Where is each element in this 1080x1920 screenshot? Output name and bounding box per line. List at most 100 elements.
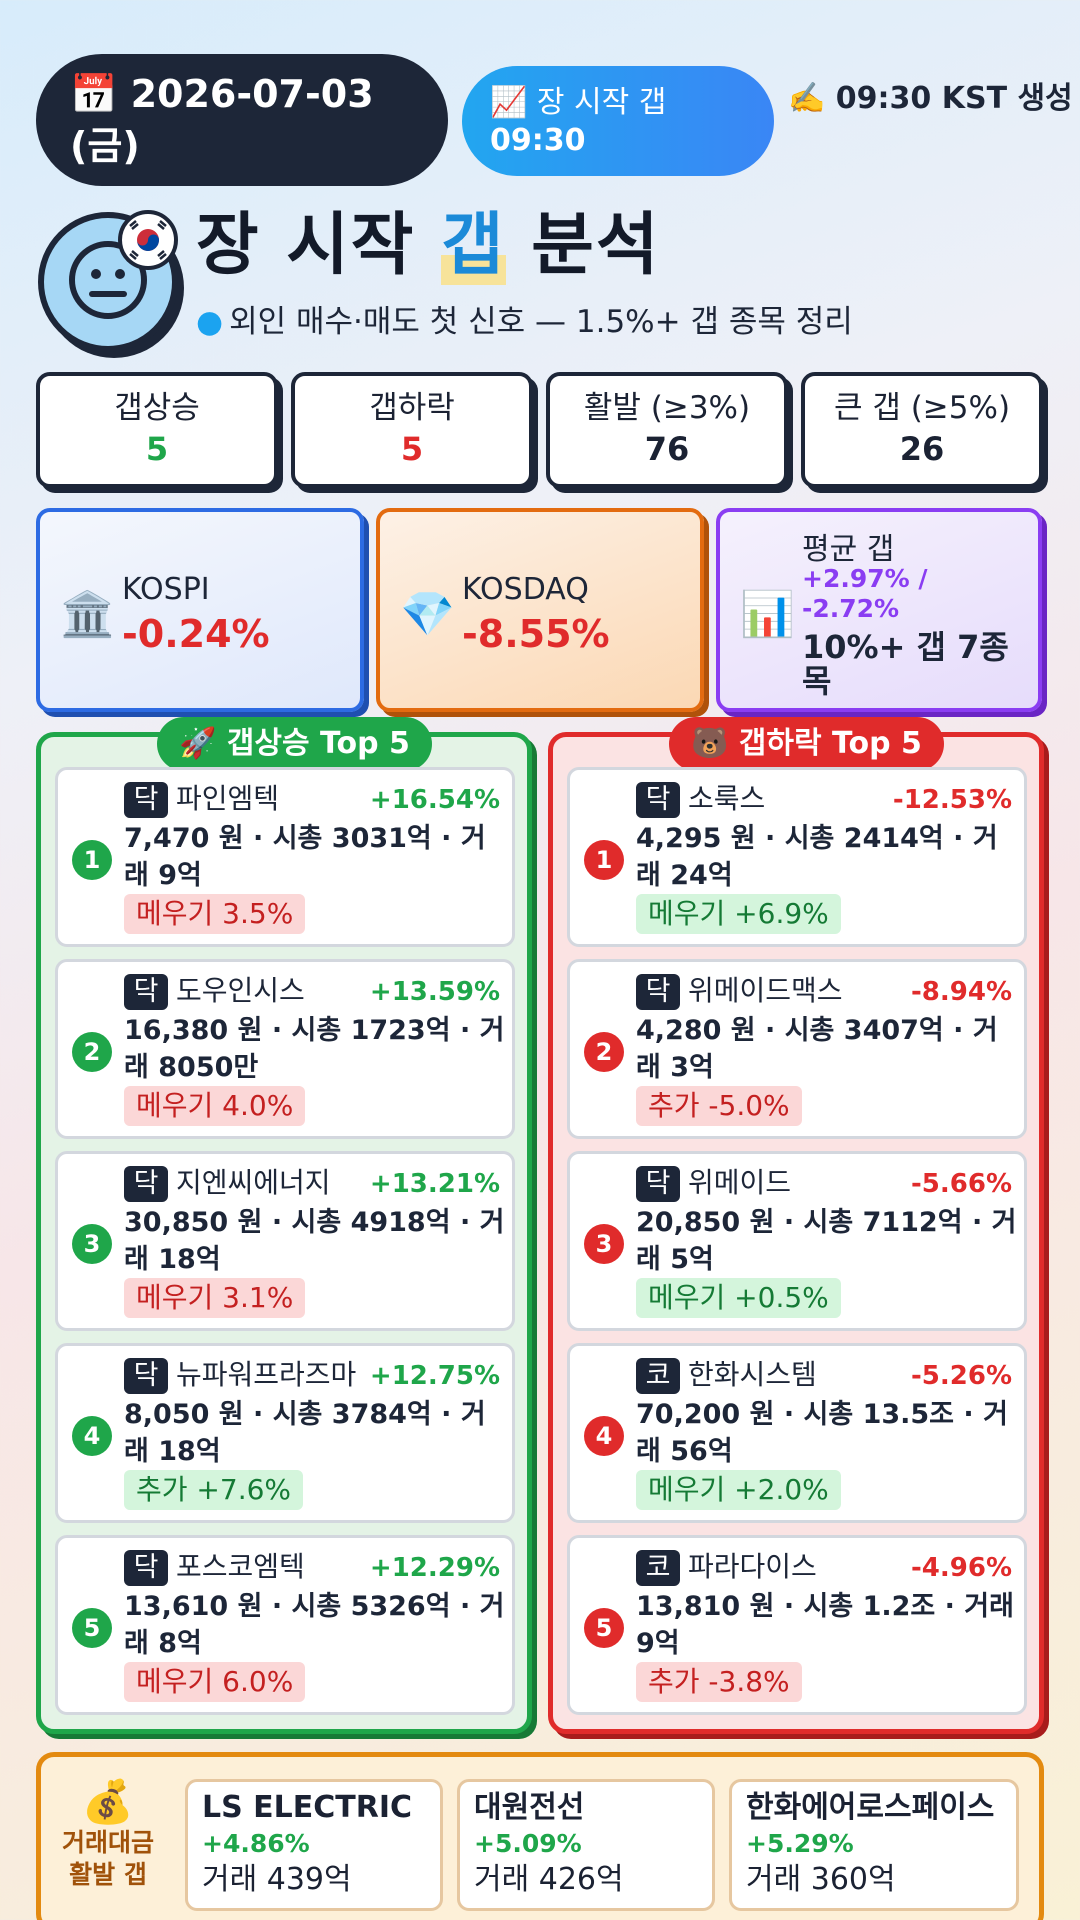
gap-percent: -12.53% [892,785,1012,815]
volume-stock-pct: +4.86% [202,1829,310,1858]
index-value: -0.24% [122,612,270,656]
stat-value: 5 [145,430,169,468]
stock-meta: 4,280 원 · 시총 3407억 · 거래 3억 [636,1015,998,1083]
rank-badge: 4 [72,1416,112,1456]
neutral-face-icon [69,241,147,319]
gap-down-item[interactable]: 2 닥 위메이드맥스 -8.94% 4,280 원 · 시총 3407억 · 거… [567,959,1027,1139]
gap-down-item[interactable]: 4 코 한화시스템 -5.26% 70,200 원 · 시총 13.5조 · 거… [567,1343,1027,1523]
gem-icon: 💎 [400,589,455,640]
title-part1: 장 시작 [196,206,442,285]
fill-tag: 추가 -5.0% [636,1086,802,1126]
stock-name: 파라다이스 [688,1550,817,1583]
stat-value: 5 [400,430,424,468]
market-badge: 닥 [124,1166,168,1202]
gap-percent: +16.54% [369,785,500,815]
market-badge: 닥 [124,1550,168,1586]
rank-badge: 1 [584,840,624,880]
volume-stock-value: 거래 426억 [474,1862,624,1897]
page-subtitle: ● 외인 매수·매도 첫 신호 — 1.5%+ 갭 종목 정리 [196,302,853,342]
gap-percent: +13.21% [369,1169,500,1199]
market-badge: 코 [636,1550,680,1586]
volume-stock-value: 거래 360억 [746,1862,896,1897]
gap-up-title: 🚀 갭상승 Top 5 [157,717,432,771]
volume-card[interactable]: 한화에어로스페이스 +5.29% 거래 360억 [729,1779,1019,1911]
gap-percent: -5.26% [911,1361,1012,1391]
gap-down-title: 🐻 갭하락 Top 5 [669,717,944,771]
stock-name: 뉴파워프라즈마 [176,1358,357,1391]
stock-meta: 20,850 원 · 시총 7112억 · 거래 5억 [636,1207,1017,1275]
session-time: 09:30 [490,123,586,158]
stock-meta: 16,380 원 · 시총 1723억 · 거래 8050만 [124,1015,505,1083]
volume-label: 거래대금 활발 갭 [61,1828,154,1889]
stat-value: 76 [644,430,690,468]
gap-up-item[interactable]: 3 닥 지엔씨에너지 +13.21% 30,850 원 · 시총 4918억 ·… [55,1151,515,1331]
fill-tag: 메우기 +6.9% [636,894,841,934]
stock-meta: 8,050 원 · 시총 3784억 · 거래 18억 [124,1399,486,1467]
stat-value: 26 [899,430,945,468]
volume-gap-section: 💰 거래대금 활발 갭 LS ELECTRIC +4.86% 거래 439억 대… [36,1752,1044,1920]
stock-name: 포스코엠텍 [176,1550,305,1583]
fill-tag: 메우기 3.5% [124,894,306,934]
volume-stock-name: 대원전선 [474,1790,585,1825]
stock-meta: 70,200 원 · 시총 13.5조 · 거래 56억 [636,1399,1008,1467]
gap-up-item[interactable]: 5 닥 포스코엠텍 +12.29% 13,610 원 · 시총 5326억 · … [55,1535,515,1715]
generated-note: ✍️ 09:30 KST 생성 [788,81,1073,116]
gap-up-item[interactable]: 1 닥 파인엠텍 +16.54% 7,470 원 · 시총 3031억 · 거래… [55,767,515,947]
stock-meta: 7,470 원 · 시총 3031억 · 거래 9억 [124,823,486,891]
bank-icon: 🏛️ [60,589,115,640]
average-gap-card: 📊 평균 갭 +2.97% / -2.72% 10%+ 갭 7종목 [716,508,1042,712]
volume-stock-value: 거래 439억 [202,1862,352,1897]
bullet-icon: ● [196,304,224,340]
stock-name: 위메이드 [688,1166,792,1199]
market-badge: 닥 [124,1358,168,1394]
gap-down-item[interactable]: 5 코 파라다이스 -4.96% 13,810 원 · 시총 1.2조 · 거래… [567,1535,1027,1715]
chart-up-icon: 📈 [490,85,528,120]
gap-percent: -4.96% [911,1553,1012,1583]
fill-tag: 메우기 +2.0% [636,1470,841,1510]
rank-badge: 2 [72,1032,112,1072]
index-name: KOSPI [122,572,210,607]
bar-chart-icon: 📊 [740,589,795,640]
market-badge: 닥 [124,782,168,818]
average-values: +2.97% / -2.72% [802,564,928,623]
stock-meta: 13,810 원 · 시총 1.2조 · 거래 9억 [636,1591,1014,1659]
gap-down-item[interactable]: 1 닥 소룩스 -12.53% 4,295 원 · 시총 2414억 · 거래 … [567,767,1027,947]
stat-gap-down: 갭하락 5 [291,372,533,488]
session-label: 장 시작 갭 [536,85,667,120]
fill-tag: 메우기 6.0% [124,1662,306,1702]
fill-tag: 추가 +7.6% [124,1470,304,1510]
volume-stock-pct: +5.29% [746,1829,854,1858]
big-gap-count: 10%+ 갭 7종목 [802,628,1009,700]
stock-name: 위메이드맥스 [688,974,843,1007]
gap-percent: +13.59% [369,977,500,1007]
rank-badge: 4 [584,1416,624,1456]
rank-badge: 5 [72,1608,112,1648]
volume-card[interactable]: 대원전선 +5.09% 거래 426억 [457,1779,715,1911]
volume-stock-name: 한화에어로스페이스 [746,1790,995,1825]
stat-label: 갭상승 [114,390,200,426]
date-text: 2026-07-03 [130,72,374,116]
volume-stock-pct: +5.09% [474,1829,582,1858]
rank-badge: 3 [72,1224,112,1264]
volume-stock-name: LS ELECTRIC [202,1790,413,1825]
market-badge: 코 [636,1358,680,1394]
stat-big-gap: 큰 갭 (≥5%) 26 [801,372,1043,488]
fill-tag: 메우기 4.0% [124,1086,306,1126]
gap-up-item[interactable]: 2 닥 도우인시스 +13.59% 16,380 원 · 시총 1723억 · … [55,959,515,1139]
stat-label: 갭하락 [369,390,455,426]
title-highlight: 갭 [441,206,506,285]
gap-down-item[interactable]: 3 닥 위메이드 -5.66% 20,850 원 · 시총 7112억 · 거래… [567,1151,1027,1331]
market-badge: 닥 [636,1166,680,1202]
gap-up-item[interactable]: 4 닥 뉴파워프라즈마 +12.75% 8,050 원 · 시총 3784억 ·… [55,1343,515,1523]
stock-meta: 13,610 원 · 시총 5326억 · 거래 8억 [124,1591,505,1659]
stat-gap-up: 갭상승 5 [36,372,278,488]
volume-header: 💰 거래대금 활발 갭 [53,1777,163,1891]
fill-tag: 메우기 +0.5% [636,1278,841,1318]
volume-card[interactable]: LS ELECTRIC +4.86% 거래 439억 [185,1779,443,1911]
stock-meta: 4,295 원 · 시총 2414억 · 거래 24억 [636,823,998,891]
gap-down-panel: 🐻 갭하락 Top 5 1 닥 소룩스 -12.53% 4,295 원 · 시총… [548,717,1044,1734]
rank-badge: 3 [584,1224,624,1264]
gap-up-panel: 🚀 갭상승 Top 5 1 닥 파인엠텍 +16.54% 7,470 원 · 시… [36,717,532,1734]
header-row: 📅 2026-07-03 (금) 📈 장 시작 갭 09:30 ✍️ 09:30… [36,54,1073,186]
market-badge: 닥 [636,974,680,1010]
